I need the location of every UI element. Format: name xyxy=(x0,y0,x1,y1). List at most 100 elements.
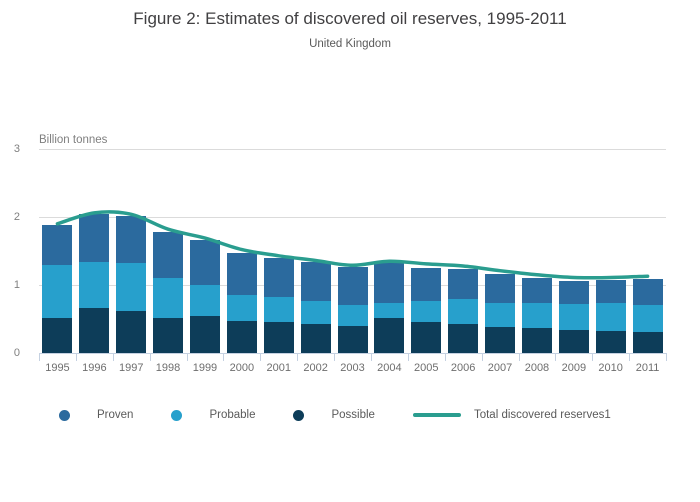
bar-segment-proven-2002 xyxy=(300,261,331,302)
x-axis-year-label: 1995 xyxy=(45,362,70,374)
bar-segment-proven-2011 xyxy=(632,278,663,305)
x-axis-tick xyxy=(297,354,299,361)
bar-segment-proven-2006 xyxy=(448,268,479,299)
x-axis-year-label: 2002 xyxy=(303,362,328,374)
probable-dot-icon xyxy=(171,409,183,421)
bar-segment-probable-1996 xyxy=(79,261,110,309)
bar-segment-probable-2009 xyxy=(558,304,589,330)
bar-segment-probable-2008 xyxy=(521,303,552,328)
bar-segment-proven-2009 xyxy=(558,280,589,304)
x-axis-year-label: 2000 xyxy=(229,362,255,374)
x-axis-tick xyxy=(481,354,483,361)
legend-label-possible: Possible xyxy=(331,409,375,421)
x-axis-year-label: 2001 xyxy=(266,362,291,374)
proven-dot-icon xyxy=(59,409,70,421)
chart-title: Figure 2: Estimates of discovered oil re… xyxy=(133,9,567,28)
x-axis-year-label: 2008 xyxy=(524,362,550,374)
x-axis-year-label: 2004 xyxy=(377,362,402,374)
x-axis-tick xyxy=(260,354,262,361)
bar-segment-probable-2003 xyxy=(337,305,368,326)
bar-segment-proven-2010 xyxy=(595,280,626,304)
x-axis-tick xyxy=(186,354,188,361)
bar-segment-proven-1996 xyxy=(79,214,110,262)
bar-segment-probable-2001 xyxy=(263,297,294,322)
bar-segment-possible-1995 xyxy=(42,317,73,353)
x-axis-tick xyxy=(555,354,557,361)
bar-segment-possible-2009 xyxy=(558,329,589,353)
bar-segment-probable-2002 xyxy=(300,301,331,325)
bar-segment-possible-1999 xyxy=(190,316,220,353)
x-axis-year-label: 1998 xyxy=(155,362,181,374)
bar-segment-probable-2007 xyxy=(485,303,515,328)
possible-dot-icon xyxy=(293,409,305,421)
bar-segment-probable-1998 xyxy=(153,278,184,318)
bar-segment-proven-2003 xyxy=(337,267,368,306)
bar-segment-probable-2004 xyxy=(374,302,405,318)
x-axis-year-label: 2005 xyxy=(414,362,439,374)
legend-item-total-line: Total discovered reserves1 xyxy=(412,409,611,421)
bar-segment-probable-1997 xyxy=(116,263,147,311)
x-axis-tick xyxy=(370,354,372,361)
legend-label-proven: Proven xyxy=(97,409,134,421)
y-axis-unit-label: Billion tonnes xyxy=(39,134,108,146)
bar-segment-proven-2001 xyxy=(263,257,294,298)
x-axis-year-label: 1996 xyxy=(82,362,107,374)
bar-segment-possible-2008 xyxy=(521,327,552,353)
x-axis-tick xyxy=(518,354,520,361)
bar-segment-probable-2000 xyxy=(226,294,257,321)
bar-segment-possible-1997 xyxy=(116,310,147,353)
bar-segment-probable-2005 xyxy=(411,300,442,323)
y-axis-tick-label-0: 0 xyxy=(13,347,20,359)
bar-segment-possible-2011 xyxy=(632,331,663,353)
x-axis-year-label: 2006 xyxy=(450,362,476,374)
bar-segment-probable-2010 xyxy=(595,303,626,332)
bar-segment-proven-2007 xyxy=(485,274,515,304)
x-axis-tick xyxy=(407,354,409,361)
legend-label-total: Total discovered reserves1 xyxy=(473,409,611,421)
x-axis-tick xyxy=(149,354,151,361)
bar-segment-possible-2006 xyxy=(448,323,479,353)
x-axis-tick xyxy=(444,354,446,361)
chart-subtitle: United Kingdom xyxy=(309,38,391,50)
bar-segment-possible-1996 xyxy=(79,308,110,353)
legend-label-probable: Probable xyxy=(209,409,256,421)
bar-segment-possible-1998 xyxy=(153,317,184,353)
bar-segment-possible-2001 xyxy=(263,321,294,353)
x-axis-year-label: 2007 xyxy=(487,362,513,374)
x-axis-year-label: 1997 xyxy=(119,362,144,374)
bar-segment-possible-2002 xyxy=(300,324,331,353)
bar-segment-proven-1999 xyxy=(190,240,220,285)
x-axis-tick xyxy=(334,354,336,361)
bar-segment-possible-2003 xyxy=(337,325,368,353)
bar-segment-proven-2004 xyxy=(374,262,405,303)
legend-item-probable: Probable xyxy=(171,409,255,421)
x-axis-year-label: 2009 xyxy=(561,362,587,374)
bar-segment-possible-2004 xyxy=(374,317,405,353)
x-axis-year-label: 2010 xyxy=(598,362,623,374)
x-axis-tick xyxy=(592,354,594,361)
bar-segment-proven-2005 xyxy=(411,268,442,301)
x-axis-tick xyxy=(629,354,631,361)
bar-segment-proven-1998 xyxy=(153,232,184,279)
legend-item-possible: Possible xyxy=(293,409,375,421)
bar-segment-proven-1995 xyxy=(42,224,73,266)
x-axis-line xyxy=(39,353,667,354)
bar-segment-possible-2000 xyxy=(226,321,257,353)
bar-segment-probable-1995 xyxy=(42,265,73,318)
x-axis-year-label: 2011 xyxy=(635,362,660,374)
x-axis-tick xyxy=(112,354,114,361)
bar-segment-possible-2007 xyxy=(485,327,515,353)
bar-segment-probable-2011 xyxy=(632,304,663,332)
y-axis-tick-label-3: 3 xyxy=(13,143,20,155)
total-line-swatch-icon xyxy=(412,413,461,417)
y-axis-tick-label-1: 1 xyxy=(13,279,20,291)
x-axis-tick xyxy=(666,354,667,361)
bar-segment-proven-2000 xyxy=(226,253,257,295)
x-axis-tick xyxy=(223,354,225,361)
bar-segment-probable-1999 xyxy=(190,285,220,317)
bar-segment-probable-2006 xyxy=(448,298,479,324)
x-axis-year-label: 1999 xyxy=(192,362,218,374)
bar-segment-proven-2008 xyxy=(521,278,552,304)
